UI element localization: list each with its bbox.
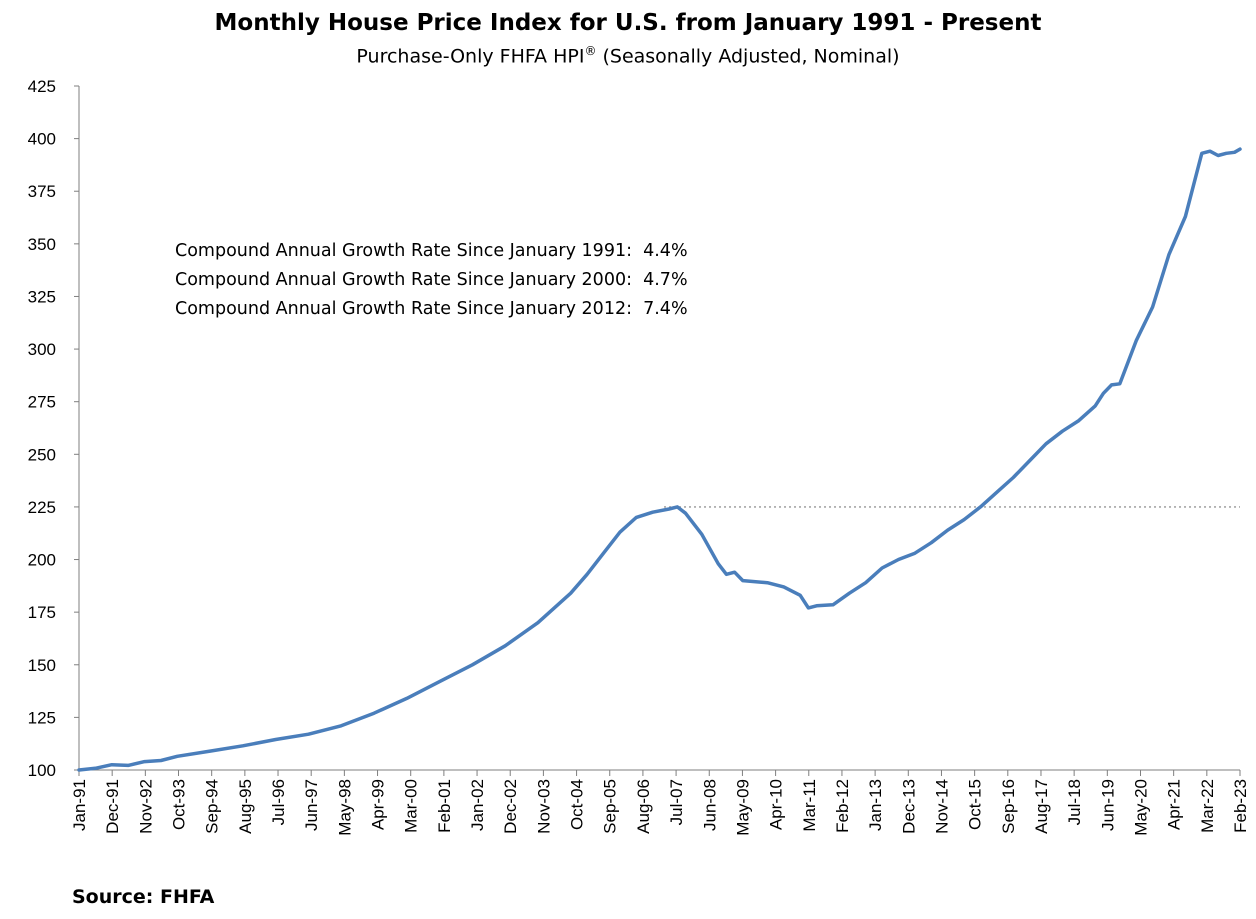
subtitle-rest: (Seasonally Adjusted, Nominal) — [596, 45, 900, 68]
source-note: Source: FHFA — [72, 886, 215, 908]
x-tick-label: Mar-22 — [1198, 779, 1217, 833]
x-tick-label: Apr-99 — [369, 779, 388, 830]
x-tick-label: Sep-05 — [601, 779, 620, 834]
x-tick-label: Dec-91 — [103, 779, 122, 834]
chart-title: Monthly House Price Index for U.S. from … — [214, 10, 1042, 36]
x-tick-label: Aug-95 — [236, 779, 255, 834]
x-tick-label: Aug-17 — [1032, 779, 1051, 834]
x-tick-label: May-09 — [733, 779, 752, 836]
registered-mark: ® — [584, 44, 597, 58]
x-tick-label: Jun-08 — [700, 779, 719, 831]
x-tick-label: Apr-21 — [1165, 779, 1184, 830]
x-tick-label: Mar-00 — [402, 779, 421, 833]
y-tick-label: 325 — [28, 287, 56, 306]
y-tick-label: 425 — [28, 77, 56, 96]
y-tick-label: 175 — [28, 603, 56, 622]
y-tick-label: 250 — [28, 445, 56, 464]
y-tick-label: 125 — [28, 708, 56, 727]
x-tick-label: Sep-94 — [203, 779, 222, 834]
y-tick-label: 375 — [28, 182, 56, 201]
x-tick-label: Aug-06 — [634, 779, 653, 834]
x-tick-label: Dec-02 — [501, 779, 520, 834]
subtitle-main: Purchase-Only FHFA HPI — [356, 45, 585, 68]
x-tick-label: Jan-02 — [468, 779, 487, 831]
x-tick-label: Feb-01 — [435, 779, 454, 833]
x-tick-label: Oct-15 — [966, 779, 985, 830]
x-tick-label: Jan-91 — [70, 779, 89, 831]
y-tick-label: 200 — [28, 551, 56, 570]
y-tick-label: 275 — [28, 393, 56, 412]
y-tick-label: 150 — [28, 656, 56, 675]
x-tick-label: Jul-96 — [269, 779, 288, 825]
x-tick-label: Jun-19 — [1098, 779, 1117, 831]
x-tick-label: Oct-93 — [170, 779, 189, 830]
x-tick-label: Apr-10 — [767, 779, 786, 830]
cagr-1991-annotation: Compound Annual Growth Rate Since Januar… — [175, 241, 688, 261]
x-tick-label: Feb-23 — [1231, 779, 1250, 833]
cagr-2012-annotation: Compound Annual Growth Rate Since Januar… — [175, 299, 688, 319]
x-tick-label: May-98 — [335, 779, 354, 836]
series-line-hpi — [77, 147, 1242, 772]
cagr-2000-annotation: Compound Annual Growth Rate Since Januar… — [175, 270, 688, 290]
x-tick-label: May-20 — [1131, 779, 1150, 836]
x-tick-label: Nov-92 — [136, 779, 155, 834]
x-tick-label: Nov-03 — [534, 779, 553, 834]
chart-subtitle: Purchase-Only FHFA HPI® (Seasonally Adju… — [0, 44, 1256, 67]
y-tick-label: 300 — [28, 340, 56, 359]
x-tick-label: Feb-12 — [833, 779, 852, 833]
x-tick-label: Jul-18 — [1065, 779, 1084, 825]
x-tick-label: Jan-13 — [866, 779, 885, 831]
x-tick-label: Oct-04 — [568, 779, 587, 830]
y-tick-label: 350 — [28, 235, 56, 254]
x-tick-label: Sep-16 — [999, 779, 1018, 834]
y-tick-label: 100 — [28, 761, 56, 780]
x-tick-label: Mar-11 — [800, 779, 819, 832]
x-tick-label: Nov-14 — [932, 779, 951, 834]
x-tick-label: Jun-97 — [302, 779, 321, 831]
y-tick-label: 225 — [28, 498, 56, 517]
x-tick-label: Dec-13 — [899, 779, 918, 834]
x-tick-label: Jul-07 — [667, 779, 686, 825]
y-tick-label: 400 — [28, 130, 56, 149]
